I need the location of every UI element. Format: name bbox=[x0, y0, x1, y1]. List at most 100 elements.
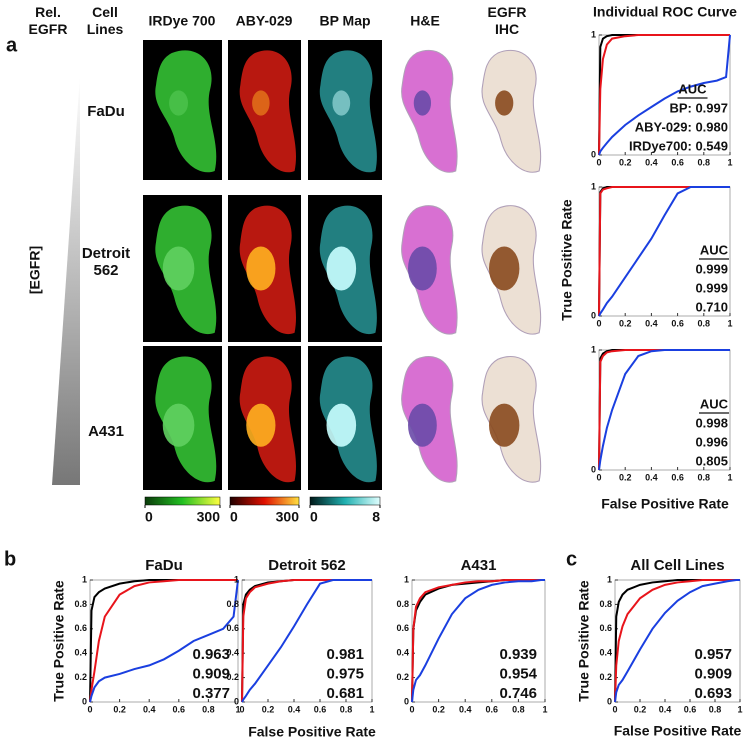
y-tick-label: 1 bbox=[404, 574, 409, 584]
x-tick-label: 0 bbox=[612, 704, 617, 714]
auc-label: ABY-029: 0.980 bbox=[635, 119, 728, 134]
y-tick-label: 0.6 bbox=[74, 623, 87, 633]
y-tick-label: 0.4 bbox=[396, 648, 409, 658]
roc-curve bbox=[598, 34, 730, 156]
x-tick-label: 0.4 bbox=[645, 157, 658, 167]
roc-curve bbox=[241, 579, 372, 703]
y-tick-label: 1 bbox=[607, 574, 612, 584]
y-tick-label: 1 bbox=[234, 574, 239, 584]
x-tick-label: 0 bbox=[87, 704, 92, 714]
x-tick-label: 1 bbox=[727, 157, 732, 167]
row-label: A431 bbox=[88, 423, 124, 440]
x-tick-label: 0 bbox=[596, 472, 601, 482]
auc-label: 0.805 bbox=[695, 453, 728, 468]
auc-label: 0.999 bbox=[695, 261, 728, 276]
y-axis-label: True Positive Rate bbox=[576, 580, 592, 702]
egfr-header: Rel. EGFR bbox=[28, 4, 68, 37]
tissue-feature bbox=[162, 403, 195, 447]
tissue-feature bbox=[246, 246, 276, 291]
channel-header: H&E bbox=[410, 13, 440, 29]
tissue-feature bbox=[413, 90, 432, 116]
y-tick-label: 0.6 bbox=[226, 623, 239, 633]
gradient-label: [EGFR] bbox=[27, 246, 43, 294]
x-tick-label: 0.8 bbox=[512, 704, 525, 714]
y-tick-label: 0.8 bbox=[226, 599, 239, 609]
channel-header: EGFR IHC bbox=[487, 4, 527, 37]
auc-header: AUC bbox=[700, 396, 729, 411]
x-tick-label: 1 bbox=[369, 704, 374, 714]
roc-curve bbox=[598, 34, 730, 156]
panel-label: a bbox=[6, 34, 18, 56]
x-tick-label: 0.8 bbox=[698, 318, 711, 328]
y-tick-label: 0.8 bbox=[396, 599, 409, 609]
plot-frame bbox=[411, 579, 546, 703]
x-tick-label: 0.2 bbox=[619, 157, 632, 167]
y-tick-label: 1 bbox=[82, 574, 87, 584]
tissue-feature bbox=[408, 403, 437, 447]
auc-label: 0.954 bbox=[499, 665, 537, 682]
roc-curve bbox=[411, 579, 545, 703]
row-label: Detroit 562 bbox=[81, 245, 131, 279]
x-axis-label: False Positive Rate bbox=[601, 496, 729, 512]
auc-label: 0.377 bbox=[192, 685, 230, 702]
x-tick-label: 0.8 bbox=[340, 704, 353, 714]
auc-label: 0.909 bbox=[192, 665, 230, 682]
tissue-image bbox=[319, 50, 377, 173]
roc-curve bbox=[89, 579, 239, 703]
x-tick-label: 0 bbox=[239, 704, 244, 714]
cell-lines-header: Cell Lines bbox=[86, 4, 124, 37]
chart-title: Detroit 562 bbox=[268, 557, 346, 574]
y-tick-label: 0 bbox=[591, 149, 596, 159]
colorbar bbox=[144, 496, 221, 506]
y-tick-label: 0.6 bbox=[396, 623, 409, 633]
y-axis-label: True Positive Rate bbox=[51, 580, 67, 702]
egfr-gradient bbox=[52, 75, 80, 485]
x-tick-label: 1 bbox=[727, 318, 732, 328]
x-tick-label: 1 bbox=[235, 704, 240, 714]
y-tick-label: 1 bbox=[591, 181, 596, 191]
colorbar-tick-label: 0 bbox=[145, 509, 153, 525]
y-tick-label: 0 bbox=[404, 696, 409, 706]
x-tick-label: 0.2 bbox=[634, 704, 647, 714]
x-tick-label: 0.6 bbox=[173, 704, 186, 714]
y-tick-label: 0.2 bbox=[226, 672, 239, 682]
tissue-image bbox=[239, 50, 297, 173]
tissue-feature bbox=[326, 403, 357, 447]
y-tick-label: 0 bbox=[82, 696, 87, 706]
colorbar bbox=[229, 496, 300, 506]
x-axis-label: False Positive Rate bbox=[614, 723, 742, 739]
roc-curve bbox=[598, 186, 730, 317]
x-tick-label: 0.2 bbox=[619, 472, 632, 482]
plot-frame bbox=[89, 579, 239, 703]
roc-curve bbox=[89, 579, 238, 703]
tissue-feature bbox=[489, 246, 520, 291]
auc-label: 0.996 bbox=[695, 434, 728, 449]
x-tick-label: 0.8 bbox=[709, 704, 722, 714]
y-tick-label: 0.4 bbox=[74, 648, 87, 658]
y-tick-label: 1 bbox=[591, 344, 596, 354]
x-tick-label: 1 bbox=[542, 704, 547, 714]
tissue-feature bbox=[495, 90, 514, 116]
x-tick-label: 1 bbox=[737, 704, 742, 714]
auc-label: 0.981 bbox=[326, 646, 364, 663]
panel-label: c bbox=[566, 548, 577, 570]
plot-frame bbox=[598, 34, 731, 156]
x-tick-label: 1 bbox=[727, 472, 732, 482]
y-tick-label: 0.4 bbox=[226, 648, 239, 658]
colorbar-tick-label: 8 bbox=[372, 509, 380, 525]
roc-curve bbox=[411, 579, 545, 703]
x-tick-label: 0 bbox=[596, 318, 601, 328]
x-tick-label: 0.6 bbox=[671, 157, 684, 167]
tissue-image bbox=[155, 50, 217, 173]
x-tick-label: 0.2 bbox=[113, 704, 126, 714]
chart-title: FaDu bbox=[145, 557, 183, 574]
y-tick-label: 0 bbox=[607, 696, 612, 706]
auc-label: 0.975 bbox=[326, 665, 364, 682]
y-tick-label: 0.4 bbox=[599, 648, 612, 658]
auc-label: 0.909 bbox=[694, 665, 732, 682]
plot-frame bbox=[241, 579, 373, 703]
auc-label: BP: 0.997 bbox=[669, 100, 728, 115]
roc-curve bbox=[411, 579, 545, 703]
